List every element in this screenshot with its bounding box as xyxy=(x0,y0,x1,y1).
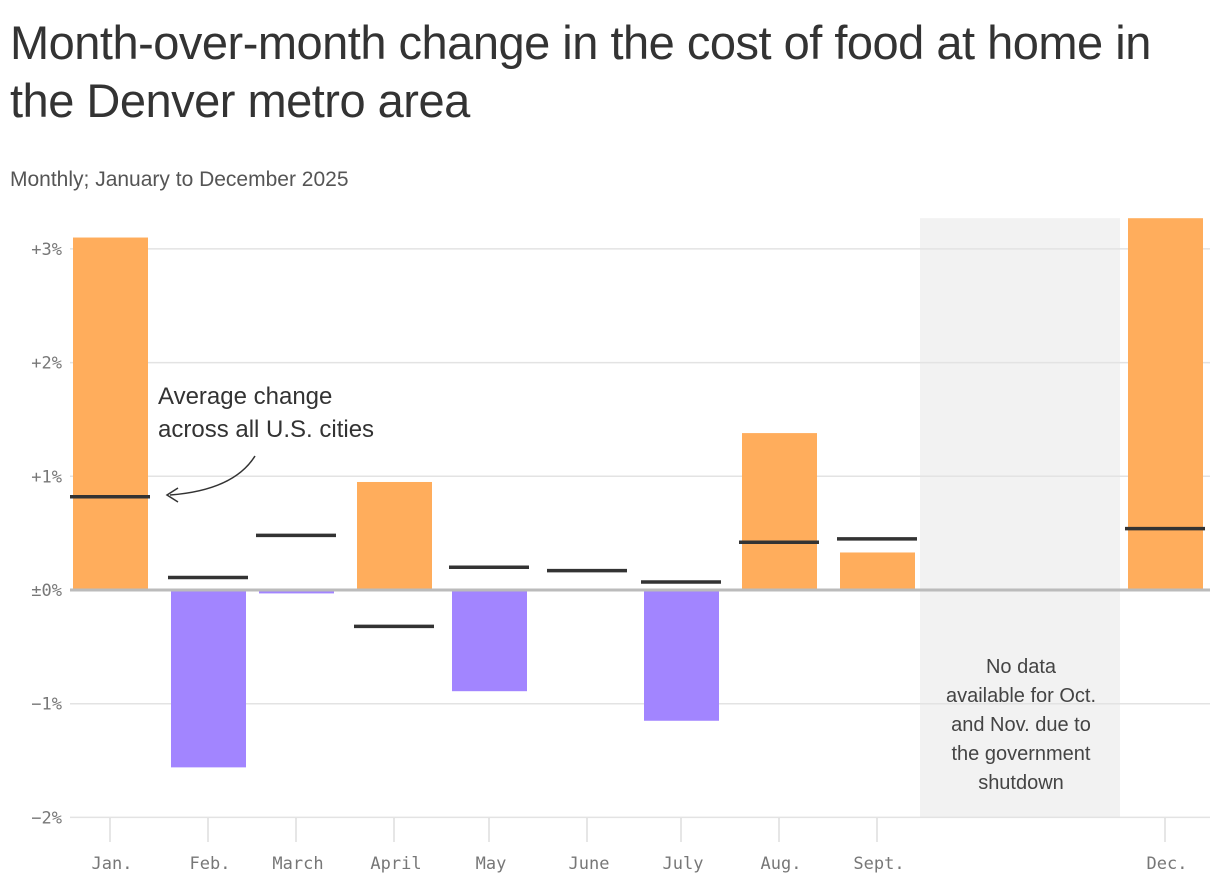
x-tick-label: Aug. xyxy=(761,854,802,874)
bar-jan xyxy=(73,237,148,590)
x-tick-label: Sept. xyxy=(853,854,904,874)
chart-title: Month-over-month change in the cost of f… xyxy=(10,16,1151,127)
x-tick-label: Dec. xyxy=(1147,854,1188,874)
y-tick-label: −1% xyxy=(31,695,62,715)
y-tick-label: +1% xyxy=(31,467,62,487)
bar-feb xyxy=(171,590,246,768)
bar-march xyxy=(259,590,334,594)
x-tick-label: June xyxy=(569,854,610,874)
y-tick-label: +3% xyxy=(31,240,62,260)
x-tick-label: July xyxy=(663,854,704,874)
bar-aug xyxy=(742,433,817,590)
bar-may xyxy=(452,590,527,692)
bar-april xyxy=(357,481,432,590)
y-tick-label: ±0% xyxy=(31,581,62,601)
no-data-note: available for Oct. xyxy=(946,685,1096,707)
no-data-note: No data xyxy=(986,656,1057,678)
x-tick-label: Jan. xyxy=(92,854,133,874)
average-annotation: across all U.S. cities xyxy=(158,416,374,443)
x-tick-label: May xyxy=(476,854,507,874)
y-tick-label: −2% xyxy=(31,808,62,828)
bar-july xyxy=(644,590,719,721)
arrow-icon xyxy=(169,455,256,496)
average-annotation: Average change xyxy=(158,383,332,410)
no-data-band xyxy=(920,218,1120,818)
y-tick-label: +2% xyxy=(31,354,62,374)
x-tick-label: Feb. xyxy=(190,854,231,874)
x-tick-label: April xyxy=(370,854,421,874)
no-data-note: shutdown xyxy=(978,772,1064,794)
bar-dec xyxy=(1128,218,1203,591)
no-data-note: and Nov. due to xyxy=(951,714,1091,736)
no-data-note: the government xyxy=(952,743,1091,765)
chart-subtitle: Monthly; January to December 2025 xyxy=(10,168,349,191)
x-tick-label: March xyxy=(272,854,323,874)
arrowhead-icon xyxy=(165,487,179,503)
bar-sept xyxy=(840,552,915,590)
